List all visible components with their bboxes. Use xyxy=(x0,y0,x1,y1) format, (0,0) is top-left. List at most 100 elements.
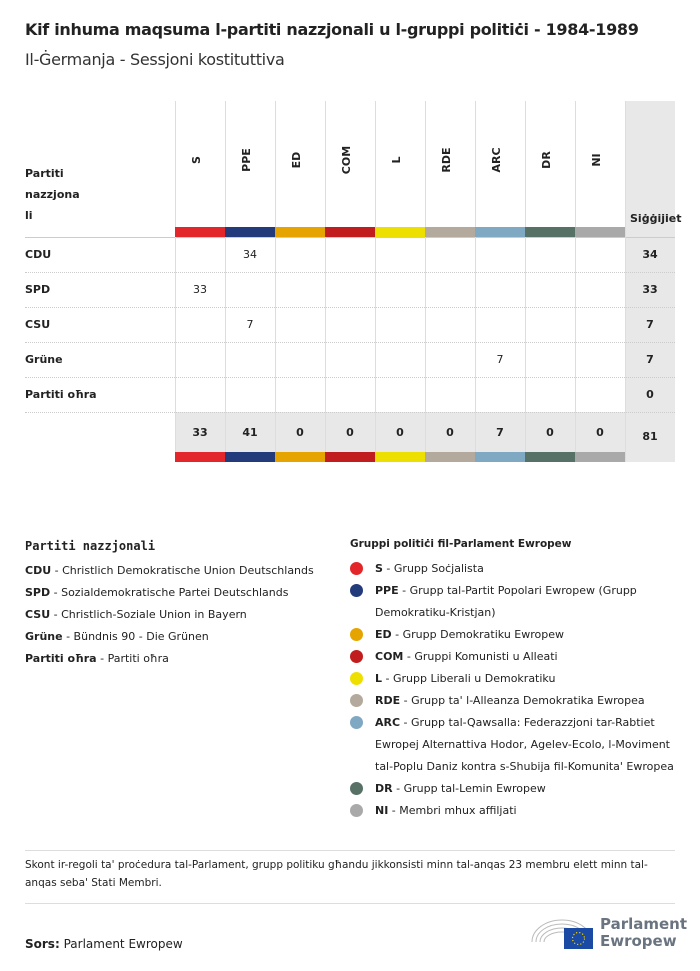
divider xyxy=(375,101,376,462)
source-value: Parlament Ewropew xyxy=(63,937,183,951)
group-color-bar xyxy=(175,227,225,237)
group-color-bar xyxy=(175,452,225,462)
group-color-dot-icon xyxy=(350,584,363,597)
divider xyxy=(575,101,576,462)
group-color-bar xyxy=(425,452,475,462)
table-cell xyxy=(575,377,625,412)
divider xyxy=(425,101,426,462)
group-color-dot-icon xyxy=(350,694,363,707)
group-name: Grupp tal-Partit Popolari Ewropew (Grupp… xyxy=(375,584,637,619)
hemicycle-icon xyxy=(531,919,593,949)
table-cell xyxy=(225,342,275,377)
page-title: Kif inhuma maqsuma l-partiti nazzjonali … xyxy=(25,20,639,39)
legend-group-item: ED - Grupp Demokratiku Ewropew xyxy=(350,624,680,646)
group-color-bar xyxy=(275,452,325,462)
column-header-com: COM xyxy=(340,145,353,175)
party-code: CSU xyxy=(25,608,51,621)
divider xyxy=(275,101,276,462)
legend-group-item: DR - Grupp tal-Lemin Ewropew xyxy=(350,778,680,800)
distribution-table: Partiti nazzjona li Siġġijiet S 33 PPE 41 ED 0… xyxy=(0,0,700,470)
group-name: Grupp Liberali u Demokratiku xyxy=(392,672,556,685)
logo-text: Parlament xyxy=(600,915,688,933)
group-color-bar xyxy=(475,452,525,462)
group-name: Grupp ta' l-Alleanza Demokratika Ewropea xyxy=(411,694,645,707)
total-header: Siġġijiet xyxy=(630,212,682,225)
column-total: 0 xyxy=(446,426,454,439)
legend-party-item: Partiti oħra - Partiti oħra xyxy=(25,652,169,665)
row-total: 34 xyxy=(642,248,658,261)
divider xyxy=(25,377,675,378)
table-cell: 7 xyxy=(246,318,254,331)
party-name: Christlich-Soziale Union in Bayern xyxy=(61,608,247,621)
divider xyxy=(625,101,626,462)
table-cell xyxy=(525,377,575,412)
party-name: Partiti oħra xyxy=(107,652,169,665)
footnote: Skont ir-regoli ta' proċedura tal-Parlam… xyxy=(25,859,648,889)
divider xyxy=(225,101,226,462)
table-cell xyxy=(525,272,575,307)
group-name: Grupp tal-Lemin Ewropew xyxy=(403,782,546,795)
totals-row xyxy=(175,412,625,452)
group-color-bar xyxy=(575,227,625,237)
total-column xyxy=(625,101,675,462)
column-total: 33 xyxy=(192,426,208,439)
column-total: 0 xyxy=(296,426,304,439)
table-cell xyxy=(225,377,275,412)
party-code: Grüne xyxy=(25,630,63,643)
table-cell xyxy=(475,237,525,272)
table-cell: 33 xyxy=(193,283,207,296)
group-code: S xyxy=(375,562,383,575)
group-code: RDE xyxy=(375,694,401,707)
divider xyxy=(525,101,526,462)
group-code: DR xyxy=(375,782,393,795)
group-code: L xyxy=(375,672,383,685)
divider xyxy=(475,101,476,462)
column-header-ed: ED xyxy=(290,151,303,169)
table-cell xyxy=(325,377,375,412)
column-total: 0 xyxy=(546,426,554,439)
column-total: 0 xyxy=(346,426,354,439)
legend-group-item: L - Grupp Liberali u Demokratiku xyxy=(350,668,680,690)
table-cell xyxy=(325,307,375,342)
divider xyxy=(25,307,675,308)
row-total: 33 xyxy=(642,283,658,296)
divider xyxy=(25,237,675,238)
table-cell xyxy=(475,307,525,342)
group-name: Grupp Soċjalista xyxy=(393,562,484,575)
table-cell xyxy=(275,237,325,272)
table-cell xyxy=(475,272,525,307)
table-cell xyxy=(275,272,325,307)
table-cell xyxy=(325,272,375,307)
legend-groups: Gruppi politiċi fil-Parlament Ewropew S … xyxy=(350,533,680,822)
table-cell xyxy=(375,237,425,272)
group-color-dot-icon xyxy=(350,804,363,817)
legend-group-item: PPE - Grupp tal-Partit Popolari Ewropew … xyxy=(350,580,680,624)
column-header-ppe: PPE xyxy=(240,148,253,172)
group-code: ED xyxy=(375,628,392,641)
row-label: CDU xyxy=(25,248,52,261)
group-color-dot-icon xyxy=(350,716,363,729)
grand-total: 81 xyxy=(642,430,658,443)
divider xyxy=(25,903,675,904)
group-code: COM xyxy=(375,650,404,663)
divider xyxy=(325,101,326,462)
group-color-bar xyxy=(325,227,375,237)
column-header-arc: ARC xyxy=(490,147,503,173)
legend-group-item: NI - Membri mhux affiljati xyxy=(350,800,680,822)
table-cell xyxy=(225,272,275,307)
group-color-bar xyxy=(225,227,275,237)
group-color-dot-icon xyxy=(350,628,363,641)
table-cell xyxy=(275,307,325,342)
legend-groups-title: Gruppi politiċi fil-Parlament Ewropew xyxy=(350,538,572,550)
group-color-bar xyxy=(325,452,375,462)
table-cell xyxy=(575,307,625,342)
group-color-dot-icon xyxy=(350,782,363,795)
divider xyxy=(25,850,675,851)
group-color-bar xyxy=(275,227,325,237)
group-color-dot-icon xyxy=(350,650,363,663)
table-cell xyxy=(575,342,625,377)
legend-group-item: S - Grupp Soċjalista xyxy=(350,558,680,580)
logo-text: Ewropew xyxy=(600,932,677,950)
legend-party-item: CSU - Christlich-Soziale Union in Bayern xyxy=(25,608,247,621)
table-cell xyxy=(375,377,425,412)
